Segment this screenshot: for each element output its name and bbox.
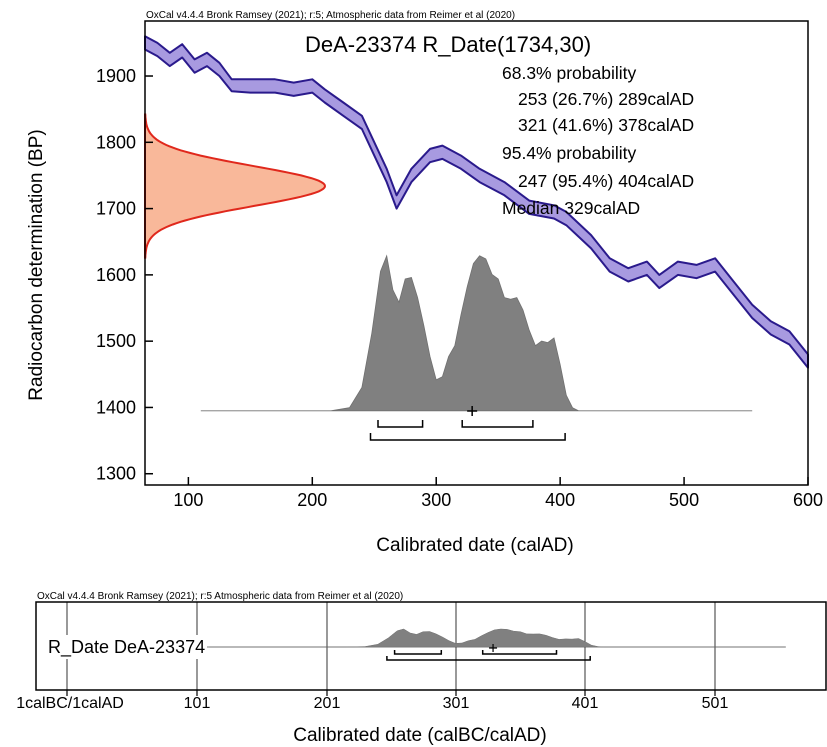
strip-date-label: R_Date DeA-23374 (48, 637, 205, 658)
strip-axes: 1calBC/1calAD 101 201 301 401 501 (16, 690, 728, 712)
radiocarbon-measurement-distribution (144, 113, 327, 259)
strip-x-tick-label-4: 301 (443, 695, 470, 712)
y-tick-label-1900: 1900 (96, 66, 136, 86)
strip-range-68-bracket-2 (481, 650, 558, 655)
main-plot-frame (144, 20, 809, 486)
p95-range-1: 247 (95.4%) 404calAD (518, 171, 694, 191)
range-68-bracket-2 (461, 420, 534, 428)
y-tick-label-1800: 1800 (96, 132, 136, 152)
strip-plot-area (66, 602, 786, 690)
strip-x-tick-label-6: 501 (702, 695, 729, 712)
y-tick-label-1700: 1700 (96, 199, 136, 219)
strip-mean-marker (489, 644, 498, 652)
x-tick-label-500: 500 (669, 490, 699, 510)
strip-x-tick-label-1: 1calBC/1calAD (16, 695, 124, 712)
strip-plot-frame (35, 601, 827, 691)
main-axes: 100 200 300 400 500 600 1300 1400 1500 1600 1700 18… (96, 66, 823, 510)
strip-x-axis-title: Calibrated date (calBC/calAD) (293, 725, 546, 746)
x-tick-label-100: 100 (173, 490, 203, 510)
x-tick-label-300: 300 (421, 490, 451, 510)
strip-x-tick-label-5: 401 (572, 695, 599, 712)
x-axis-title: Calibrated date (calAD) (376, 535, 573, 556)
p95-label: 95.4% probability (502, 143, 636, 163)
y-tick-label-1600: 1600 (96, 265, 136, 285)
main-credit-text: OxCal v4.4.4 Bronk Ramsey (2021); r:5; A… (146, 10, 515, 21)
range-68-bracket-1 (377, 420, 424, 428)
probability-info: 68.3% probability 253 (26.7%) 289calAD 3… (502, 63, 694, 218)
strip-probability-distribution (209, 628, 786, 648)
strip-label-bg (45, 635, 207, 659)
x-tick-label-600: 600 (793, 490, 823, 510)
x-tick-label-400: 400 (545, 490, 575, 510)
y-tick-label-1300: 1300 (96, 464, 136, 484)
p68-range-1: 253 (26.7%) 289calAD (518, 89, 694, 109)
main-plot-area (144, 35, 809, 441)
chart-title: DeA-23374 R_Date(1734,30) (305, 32, 591, 57)
strip-x-tick-label-3: 201 (314, 695, 341, 712)
p68-label: 68.3% probability (502, 63, 636, 83)
mean-marker (467, 406, 478, 416)
strip-range-68-bracket-1 (393, 650, 443, 655)
y-axis-title: Radiocarbon determination (BP) (26, 129, 47, 400)
range-95-bracket-1 (369, 433, 566, 441)
calibrated-probability-distribution (200, 254, 753, 412)
x-tick-label-200: 200 (297, 490, 327, 510)
y-tick-label-1500: 1500 (96, 331, 136, 351)
strip-range-95-bracket-1 (386, 656, 591, 661)
strip-x-tick-label-2: 101 (184, 695, 211, 712)
y-tick-label-1400: 1400 (96, 397, 136, 417)
median-label: Median 329calAD (502, 198, 640, 218)
p68-range-2: 321 (41.6%) 378calAD (518, 115, 694, 135)
strip-credit-text: OxCal v4.4.4 Bronk Ramsey (2021); r:5 At… (37, 591, 403, 602)
